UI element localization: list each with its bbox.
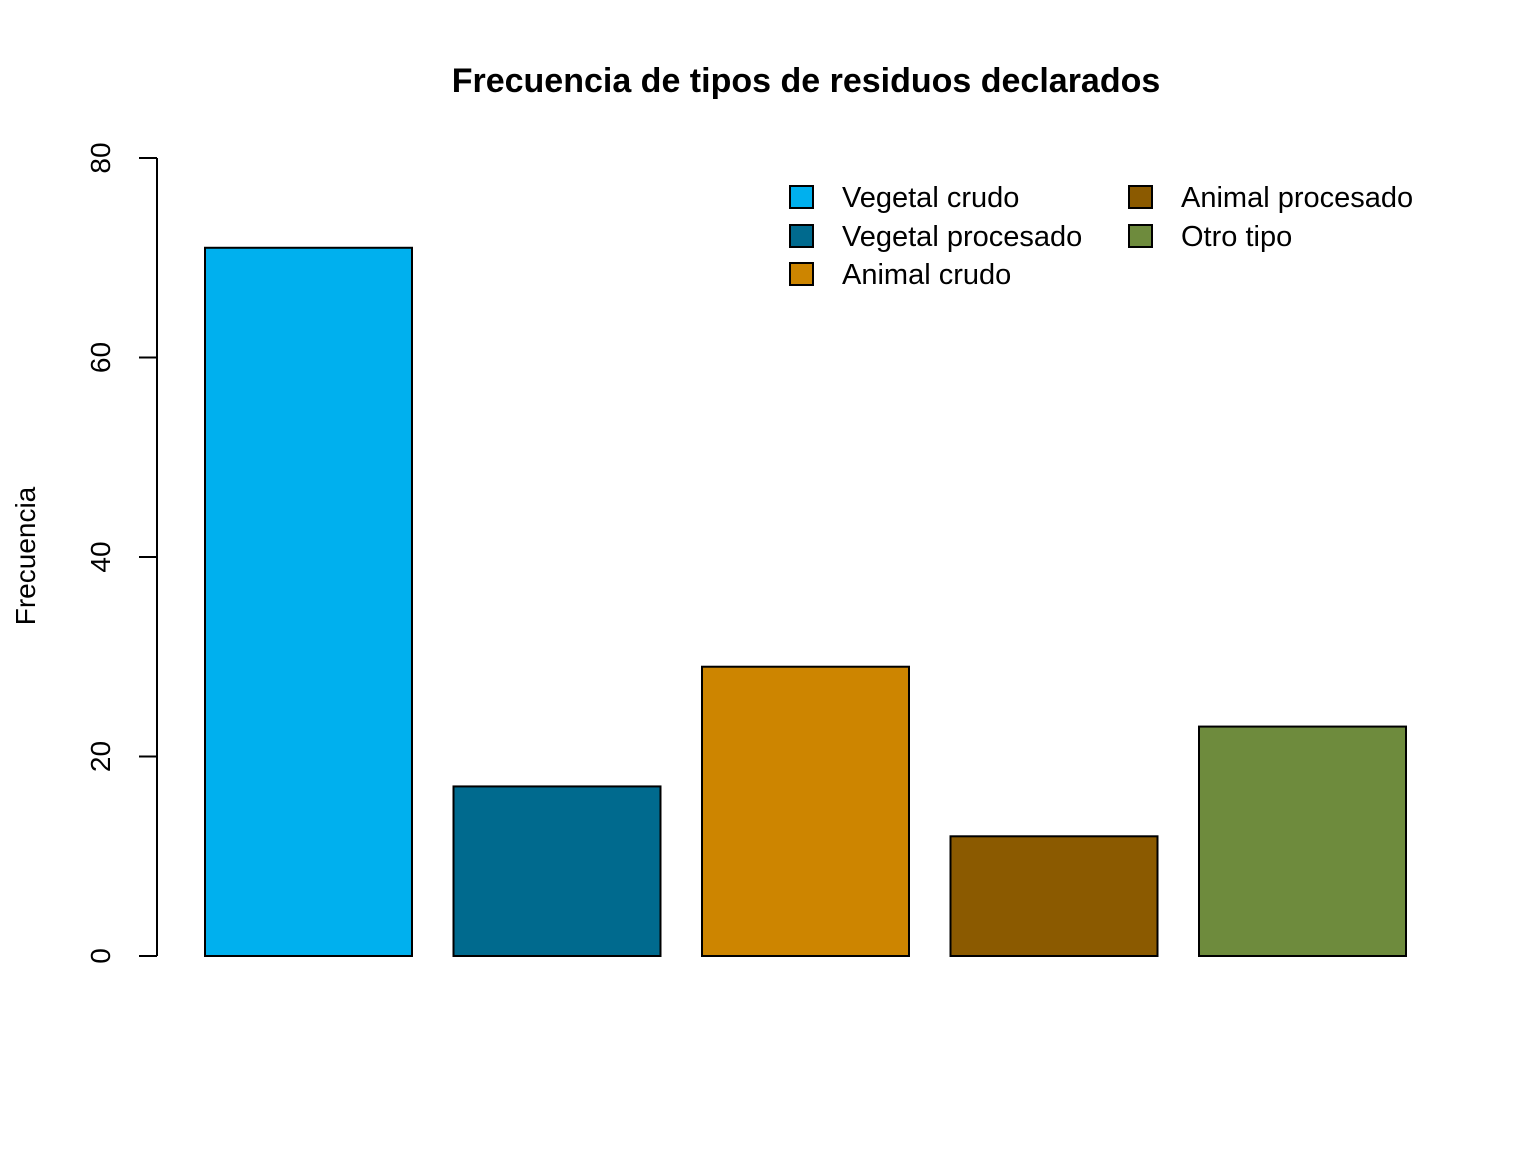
- legend-swatch: [1128, 224, 1153, 248]
- legend-swatch: [789, 185, 814, 209]
- y-tick-label: 40: [85, 541, 116, 572]
- chart-title: Frecuencia de tipos de residuos declarad…: [452, 62, 1161, 100]
- legend-label: Vegetal crudo: [842, 182, 1019, 214]
- bar-animal-procesado: [949, 835, 1159, 957]
- bar-otro-tipo: [1198, 725, 1407, 958]
- y-tick-label: 20: [85, 741, 116, 772]
- legend-label: Animal procesado: [1181, 182, 1413, 214]
- legend-swatch: [789, 224, 814, 248]
- bar-vegetal-procesado: [452, 785, 662, 957]
- y-tick-label: 60: [85, 342, 116, 373]
- y-tick-label: 0: [85, 948, 116, 964]
- legend-label: Otro tipo: [1181, 221, 1292, 253]
- y-tick-label: 80: [85, 142, 116, 173]
- legend-label: Animal crudo: [842, 259, 1011, 291]
- legend: Vegetal crudo Vegetal procesado Animal cru…: [789, 182, 1413, 291]
- bar-vegetal-crudo: [204, 246, 413, 957]
- legend-swatch: [1128, 185, 1153, 209]
- legend-swatch: [789, 262, 814, 286]
- bars-group: [204, 246, 1407, 958]
- legend-label: Vegetal procesado: [842, 221, 1082, 253]
- y-axis-label: Frecuencia: [10, 486, 41, 625]
- y-axis: 0 20 40 60 80: [85, 142, 158, 964]
- bar-animal-crudo: [701, 665, 910, 957]
